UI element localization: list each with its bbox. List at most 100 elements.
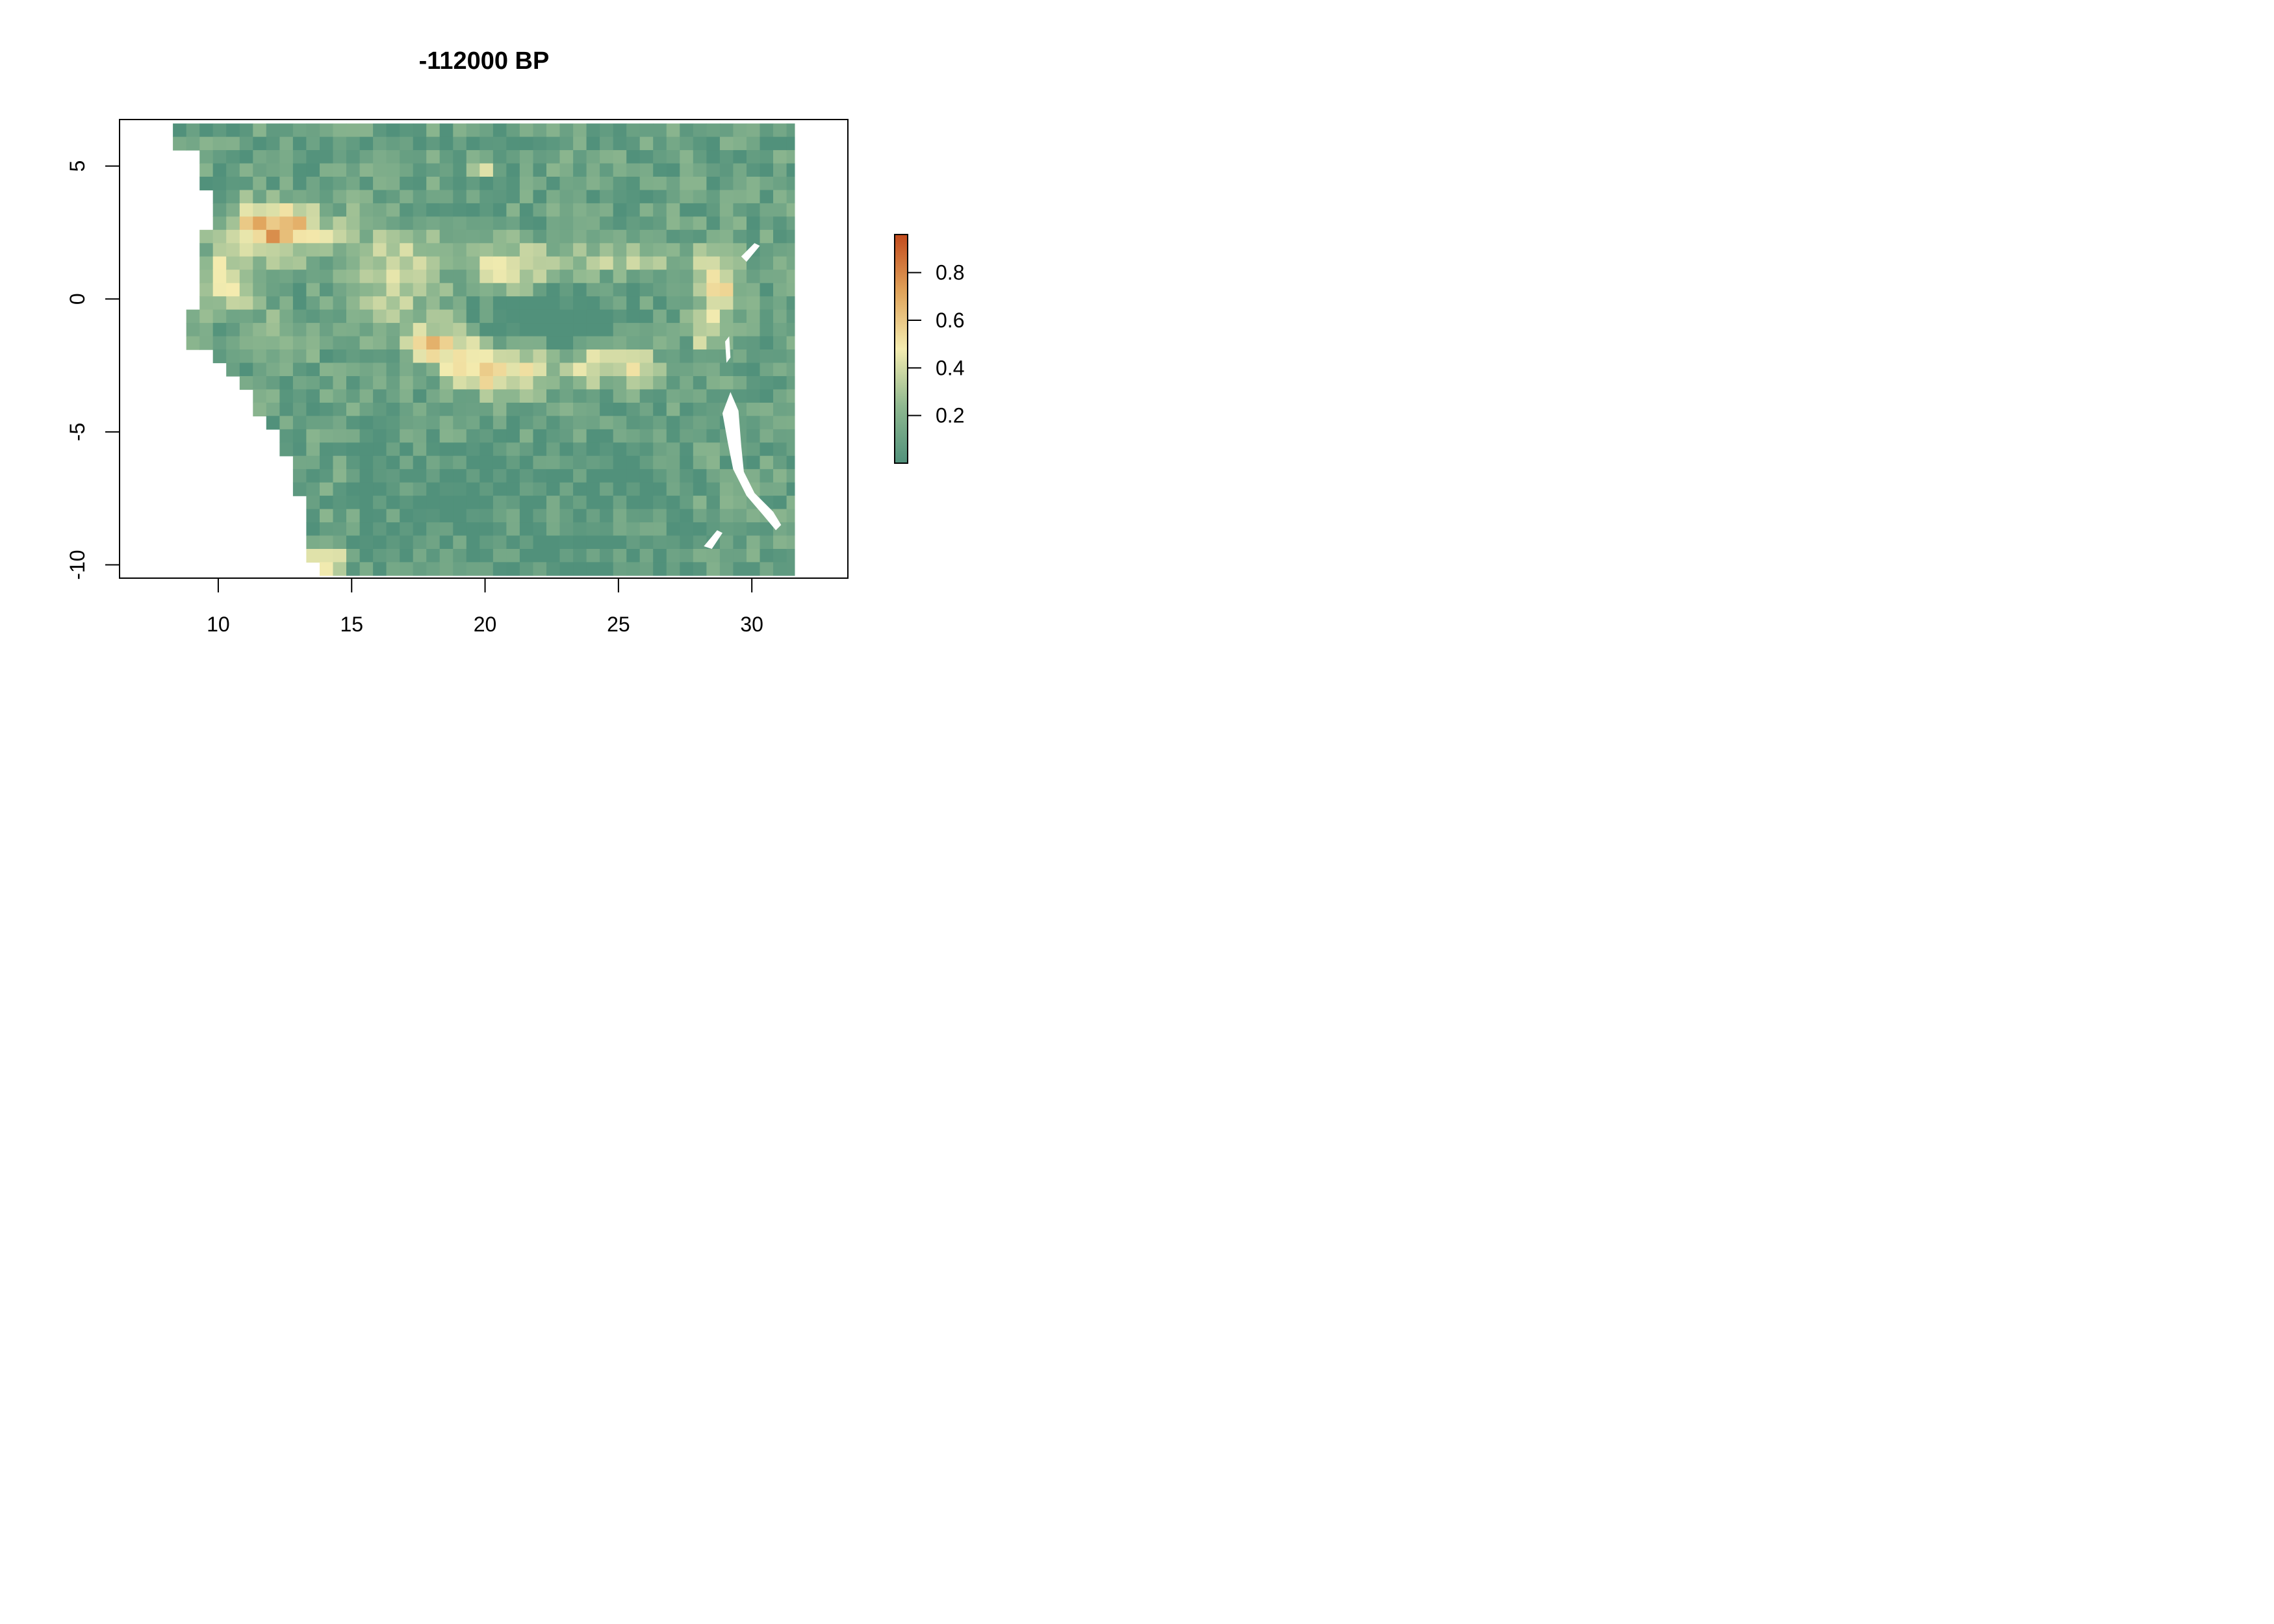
raster-cell [639,123,654,138]
raster-cell [680,136,694,151]
raster-cell [559,229,574,244]
raster-cell [479,416,494,430]
raster-cell [373,416,387,430]
raster-cell [426,482,441,496]
raster-cell [266,283,280,297]
raster-cell [346,535,361,550]
raster-cell [546,349,561,364]
raster-cell [346,469,361,483]
raster-cell [453,402,467,416]
raster-cell [680,389,694,403]
raster-cell [573,216,587,231]
raster-cell [453,243,467,257]
raster-cell [359,216,374,231]
raster-cell [506,482,520,496]
raster-cell [586,309,600,324]
raster-cell [680,283,694,297]
raster-cell [653,336,667,350]
raster-cell [492,522,507,537]
raster-cell [519,509,533,523]
raster-cell [492,482,507,496]
raster-cell [613,150,627,164]
raster-cell [373,336,387,350]
raster-cell [199,243,214,257]
raster-cell [519,336,533,350]
raster-cell [359,229,374,244]
raster-cell [386,376,400,390]
raster-cell [400,416,414,430]
raster-cell [600,455,614,470]
raster-cell [492,136,507,151]
raster-cell [600,535,614,550]
raster-cell [266,177,280,191]
raster-cell [546,336,561,350]
raster-cell [653,389,667,403]
lake-shape [704,530,722,549]
raster-cell [760,270,774,284]
raster-cell [559,429,574,443]
raster-cell [747,522,761,537]
raster-cell [639,136,654,151]
raster-cell [306,136,320,151]
raster-cell [666,296,680,311]
raster-cell [639,270,654,284]
raster-cell [706,442,721,457]
raster-cell [199,229,214,244]
raster-cell [400,362,414,377]
raster-cell [386,216,400,231]
raster-cell [346,323,361,337]
x-axis: 10 15 20 25 30 [207,577,763,636]
raster-cell [666,376,680,390]
raster-cell [320,402,334,416]
raster-cell [359,416,374,430]
raster-cell [586,243,600,257]
raster-cell [320,496,334,510]
raster-cell [519,535,533,550]
raster-cell [706,216,721,231]
raster-cell [639,469,654,483]
raster-cell [400,256,414,270]
raster-cell [266,216,280,231]
raster-cell [760,535,774,550]
legend-tick-label: 0.8 [936,261,964,285]
raster-cell [373,270,387,284]
raster-cell [693,283,707,297]
raster-cell [306,256,320,270]
raster-cell [533,136,547,151]
raster-cell [479,177,494,191]
raster-cell [600,469,614,483]
raster-cell [733,336,747,350]
raster-cell [212,123,227,138]
raster-cell [400,229,414,244]
raster-cell [639,283,654,297]
raster-cell [306,535,320,550]
raster-cell [346,402,361,416]
raster-cell [413,216,427,231]
raster-cell [613,256,627,270]
raster-cell [279,389,294,403]
raster-cell [760,283,774,297]
raster-cell [559,376,574,390]
raster-cell [786,562,795,576]
raster-cell [453,482,467,496]
raster-cell [546,549,561,563]
raster-cell [400,163,414,177]
raster-cell [479,442,494,457]
raster-cell [320,323,334,337]
raster-cell [573,203,587,217]
raster-cell [693,256,707,270]
raster-cell [386,455,400,470]
raster-cell [439,522,454,537]
raster-cell [706,283,721,297]
raster-cell [519,416,533,430]
raster-cell [279,243,294,257]
raster-cell [400,177,414,191]
raster-cell [747,256,761,270]
raster-cell [680,469,694,483]
raster-cell [320,362,334,377]
raster-cell [666,283,680,297]
raster-cell [533,203,547,217]
raster-cell [479,349,494,364]
raster-cell [747,150,761,164]
raster-cell [239,203,253,217]
